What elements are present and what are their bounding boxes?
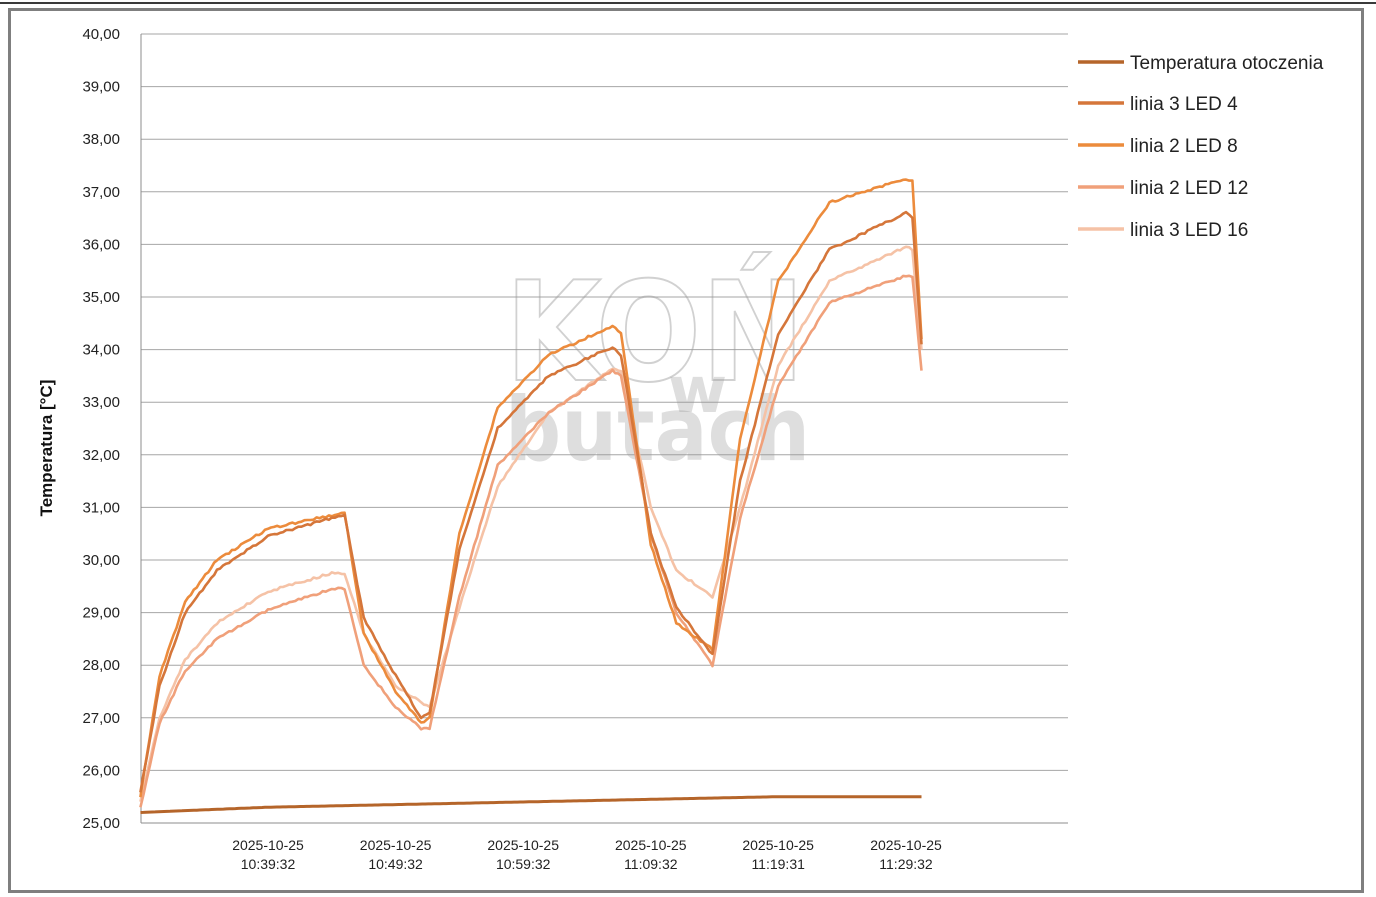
y-tick-label: 37,00	[82, 184, 120, 201]
legend-label: Temperatura otoczenia	[1130, 53, 1324, 74]
x-tick-date: 2025-10-25	[870, 837, 942, 853]
legend: Temperatura otoczenia linia 3 LED 4 linia …	[1078, 53, 1324, 241]
y-tick-label: 34,00	[82, 342, 120, 359]
series-line	[139, 210, 923, 793]
y-tick-label: 30,00	[82, 552, 120, 569]
x-tick-time: 11:29:32	[879, 856, 933, 872]
y-tick-label: 33,00	[82, 394, 120, 411]
legend-label: linia 2 LED 8	[1130, 136, 1238, 157]
chart-frame	[8, 8, 1364, 893]
y-tick-label: 26,00	[82, 762, 120, 779]
watermark-line-1: KOŃ	[505, 252, 805, 413]
series-lines	[139, 178, 923, 814]
x-tick-time: 11:19:31	[751, 856, 805, 872]
x-tick-time: 10:59:32	[496, 856, 551, 872]
x-tick-date: 2025-10-25	[232, 837, 304, 853]
legend-label: linia 2 LED 12	[1130, 178, 1248, 199]
x-tick-time: 10:49:32	[368, 856, 423, 872]
series-line	[139, 178, 923, 798]
y-tick-labels: 25,00 26,00 27,00 28,00 29,00 30,00 31,00 32,00…	[82, 26, 120, 832]
watermark-logo: KOŃ w butach	[504, 251, 810, 481]
series-line	[139, 274, 923, 808]
y-tick-label: 27,00	[82, 710, 120, 727]
y-tick-label: 32,00	[82, 447, 120, 464]
y-tick-label: 29,00	[82, 605, 120, 622]
y-tick-label: 31,00	[82, 499, 120, 516]
y-tick-label: 36,00	[82, 236, 120, 253]
series-line	[140, 795, 922, 814]
x-tick-labels: 2025-10-25 10:39:32 2025-10-25 10:49:32 2025…	[232, 837, 942, 872]
x-tick-time: 10:39:32	[241, 856, 296, 872]
x-tick-date: 2025-10-25	[487, 837, 559, 853]
top-border-line	[0, 2, 1376, 4]
x-tick-date: 2025-10-25	[615, 837, 687, 853]
y-tick-label: 39,00	[82, 79, 120, 96]
y-tick-label: 38,00	[82, 131, 120, 148]
y-axis-label: Temperatura [°C]	[37, 380, 56, 517]
y-tick-label: 35,00	[82, 289, 120, 306]
watermark-line-3: butach	[505, 378, 810, 481]
y-tick-label: 40,00	[82, 26, 120, 43]
legend-label: linia 3 LED 16	[1130, 220, 1248, 241]
watermark-line-2: w	[668, 354, 727, 428]
y-tick-label: 28,00	[82, 657, 120, 674]
legend-label: linia 3 LED 4	[1130, 94, 1238, 115]
series-line	[139, 245, 923, 803]
x-tick-time: 11:09:32	[624, 856, 678, 872]
x-tick-date: 2025-10-25	[742, 837, 814, 853]
y-tick-label: 25,00	[82, 815, 120, 832]
x-tick-date: 2025-10-25	[360, 837, 432, 853]
